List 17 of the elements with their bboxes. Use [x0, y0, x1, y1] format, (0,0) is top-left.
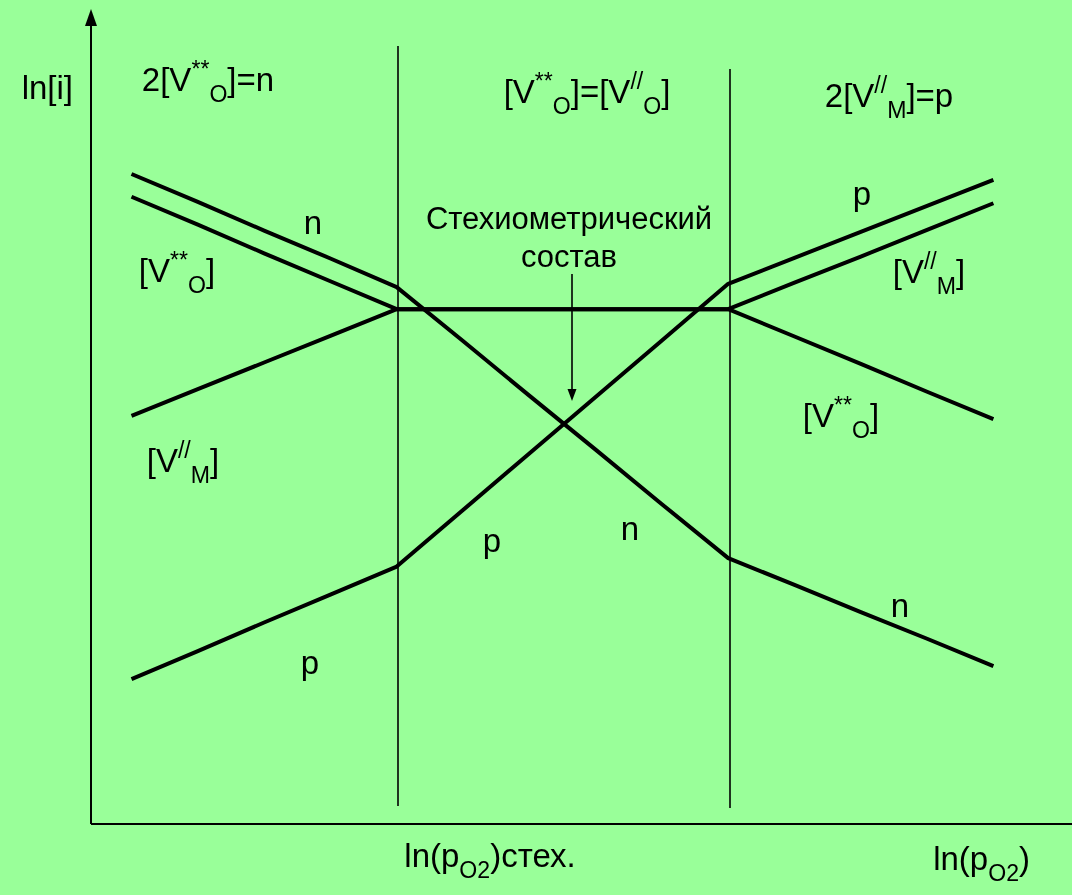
series-label: n — [303, 203, 323, 241]
annotation: [V$^{**}$$_{O}$] — [802, 391, 880, 443]
series-label: [V$^{//}$$_{M}$] — [146, 436, 220, 488]
text: 2[V$^{**}$$_{O}$]=n — [141, 55, 275, 107]
annotation: p — [482, 521, 502, 559]
text: ln(p$_{O2}$)стех. — [404, 836, 576, 883]
annotation: n — [620, 509, 640, 547]
annotation: [V$^{//}$$_{M}$] — [892, 247, 966, 299]
x-axis-title: ln(p$_{O2}$) — [933, 839, 1030, 886]
annotation: n — [890, 586, 910, 624]
annotation: Стехиометрический состав — [425, 200, 713, 274]
text: [V$^{**}$$_{O}$]=[V$^{//}$$_{O}$] — [503, 67, 671, 119]
series-label: [V$^{**}$$_{O}$] — [138, 246, 216, 298]
text: 2[V$^{//}$$_{M}$]=p — [824, 71, 954, 123]
series-label: p — [300, 643, 320, 681]
y-axis-title: ln[i] — [21, 68, 73, 106]
annotation: p — [852, 174, 872, 212]
